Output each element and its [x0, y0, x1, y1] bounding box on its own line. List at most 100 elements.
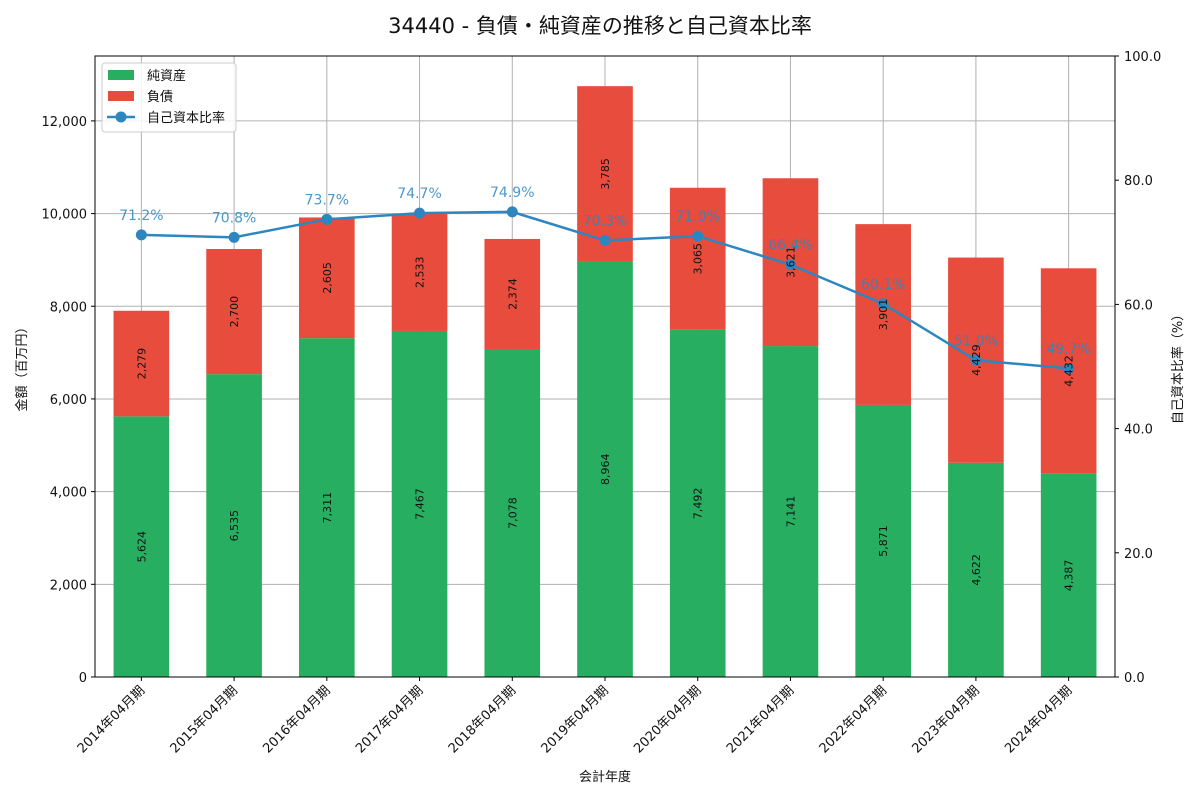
- x-tick-label: 2018年04月期: [446, 683, 519, 756]
- bar-label-liabilities: 2,700: [228, 296, 241, 328]
- legend-label-equity-ratio: 自己資本比率: [147, 110, 225, 126]
- y-axis-label: 金額（百万円）: [14, 320, 30, 411]
- equity-ratio-point: [877, 298, 889, 310]
- bar-label-net-assets: 7,467: [414, 488, 427, 520]
- bar-label-net-assets: 8,964: [599, 454, 612, 486]
- bar-label-net-assets: 7,078: [506, 497, 519, 529]
- legend-swatch-liabilities: [108, 91, 134, 101]
- bar-net-assets: [855, 404, 911, 677]
- x-tick-label: 2016年04月期: [260, 683, 333, 756]
- equity-ratio-point: [784, 259, 796, 271]
- bar-liabilities: [299, 217, 355, 339]
- x-tick-label: 2020年04月期: [631, 683, 704, 756]
- bar-label-liabilities: 4,432: [1063, 355, 1076, 387]
- equity-ratio-label: 74.9%: [490, 185, 534, 201]
- equity-ratio-label: 51.0%: [954, 333, 998, 349]
- equity-ratio-label: 73.7%: [305, 192, 349, 208]
- bar-net-assets: [206, 374, 262, 677]
- bars: [113, 86, 1097, 677]
- ratio-line: 71.2% 70.8% 73.7% 74.7% 74.9% 70.3% 71.0% 66.4%…: [119, 185, 1091, 374]
- y-tick-label: 8,000: [50, 300, 87, 315]
- bar-label-liabilities: 3,785: [599, 158, 612, 190]
- equity-ratio-point: [135, 229, 147, 241]
- equity-ratio-label: 66.4%: [768, 238, 812, 254]
- y-tick-label: 12,000: [42, 115, 88, 130]
- bar-label-liabilities: 2,374: [506, 278, 519, 310]
- equity-ratio-label: 70.8%: [212, 210, 256, 226]
- bar-label-net-assets: 7,141: [784, 496, 797, 528]
- bar-label-liabilities: 2,533: [414, 257, 427, 289]
- bar-label-net-assets: 4,387: [1063, 560, 1076, 592]
- bar-net-assets: [113, 416, 170, 677]
- bar-net-assets: [577, 261, 633, 677]
- bar-label-liabilities: 2,605: [321, 262, 334, 294]
- y-tick-label: 6,000: [50, 393, 87, 408]
- equity-ratio-label: 74.7%: [397, 186, 441, 202]
- equity-ratio-label: 71.2%: [119, 208, 163, 224]
- legend-box: [101, 62, 237, 133]
- chart-title: 34440 - 負債・純資産の推移と自己資本比率: [388, 14, 812, 38]
- y-tick-label: 0: [79, 671, 87, 686]
- bar-label-liabilities: 2,279: [135, 348, 148, 380]
- equity-ratio-label: 71.0%: [675, 209, 719, 225]
- bar-net-assets: [1040, 473, 1097, 677]
- bar-liabilities: [206, 249, 262, 375]
- bar-label-net-assets: 5,624: [135, 531, 148, 563]
- x-tick-label: 2024年04月期: [1002, 683, 1075, 756]
- bar-liabilities: [577, 86, 633, 262]
- y2-tick-label: 100.0: [1124, 50, 1161, 65]
- y2-tick-label: 0.0: [1124, 671, 1145, 686]
- bar-label-liabilities: 3,901: [877, 299, 890, 331]
- bar-net-assets: [299, 338, 355, 677]
- legend-marker-equity-ratio: [115, 111, 127, 123]
- equity-ratio-point: [1063, 362, 1075, 374]
- x-tick-label: 2021年04月期: [724, 683, 797, 756]
- y-tick-label: 4,000: [50, 486, 87, 501]
- bar-label-net-assets: 6,535: [228, 510, 241, 542]
- y2-axis-label: 自己資本比率（%）: [1170, 308, 1186, 424]
- equity-ratio-point: [414, 207, 426, 219]
- x-tick-label: 2017年04月期: [353, 683, 426, 756]
- legend-swatch-net-assets: [108, 70, 134, 80]
- bar-label-net-assets: 5,871: [877, 525, 890, 557]
- legend: 純資産 負債 自己資本比率: [101, 62, 237, 133]
- legend-label-liabilities: 負債: [147, 90, 173, 105]
- legend-label-net-assets: 純資産: [147, 68, 186, 84]
- bar-net-assets: [391, 330, 448, 677]
- equity-ratio-point: [321, 213, 333, 225]
- equity-ratio-label: 49.7%: [1046, 341, 1090, 357]
- data-labels: 5,624 2,279 6,535 2,700 7,311 2,605 7,467 2,533…: [135, 158, 1075, 591]
- x-tick-label: 2023年04月期: [909, 683, 982, 756]
- bar-label-liabilities: 3,065: [692, 243, 705, 275]
- bar-net-assets: [484, 348, 541, 677]
- equity-ratio-point: [506, 206, 518, 218]
- bar-net-assets: [669, 329, 726, 677]
- x-axis-label: 会計年度: [579, 769, 631, 785]
- x-tick-label: 2014年04月期: [75, 683, 148, 756]
- y2-tick-label: 60.0: [1124, 298, 1153, 313]
- bar-label-liabilities: 3,621: [784, 246, 797, 278]
- bar-liabilities: [113, 310, 170, 417]
- equity-ratio-point: [692, 230, 704, 242]
- bar-label-net-assets: 4,622: [970, 554, 983, 586]
- y-tick-label: 10,000: [42, 208, 88, 223]
- bar-label-liabilities: 4,429: [970, 344, 983, 376]
- equity-ratio-point: [970, 354, 982, 366]
- y2-tick-label: 40.0: [1124, 423, 1153, 438]
- bar-net-assets: [948, 462, 1004, 677]
- x-tick-label: 2019年04月期: [539, 683, 612, 756]
- equity-ratio-point: [228, 231, 240, 243]
- equity-ratio-label: 70.3%: [583, 213, 627, 229]
- y-tick-label: 2,000: [50, 578, 87, 593]
- bar-label-net-assets: 7,311: [321, 492, 334, 524]
- bar-liabilities: [669, 187, 726, 330]
- equity-ratio-point: [599, 234, 611, 246]
- bar-net-assets: [762, 346, 819, 677]
- x-tick-label: 2022年04月期: [817, 683, 890, 756]
- equity-ratio-label: 60.1%: [861, 277, 905, 293]
- bar-liabilities: [391, 213, 448, 331]
- bar-liabilities: [484, 238, 541, 349]
- y2-tick-label: 80.0: [1124, 174, 1153, 189]
- y2-tick-label: 20.0: [1124, 547, 1153, 562]
